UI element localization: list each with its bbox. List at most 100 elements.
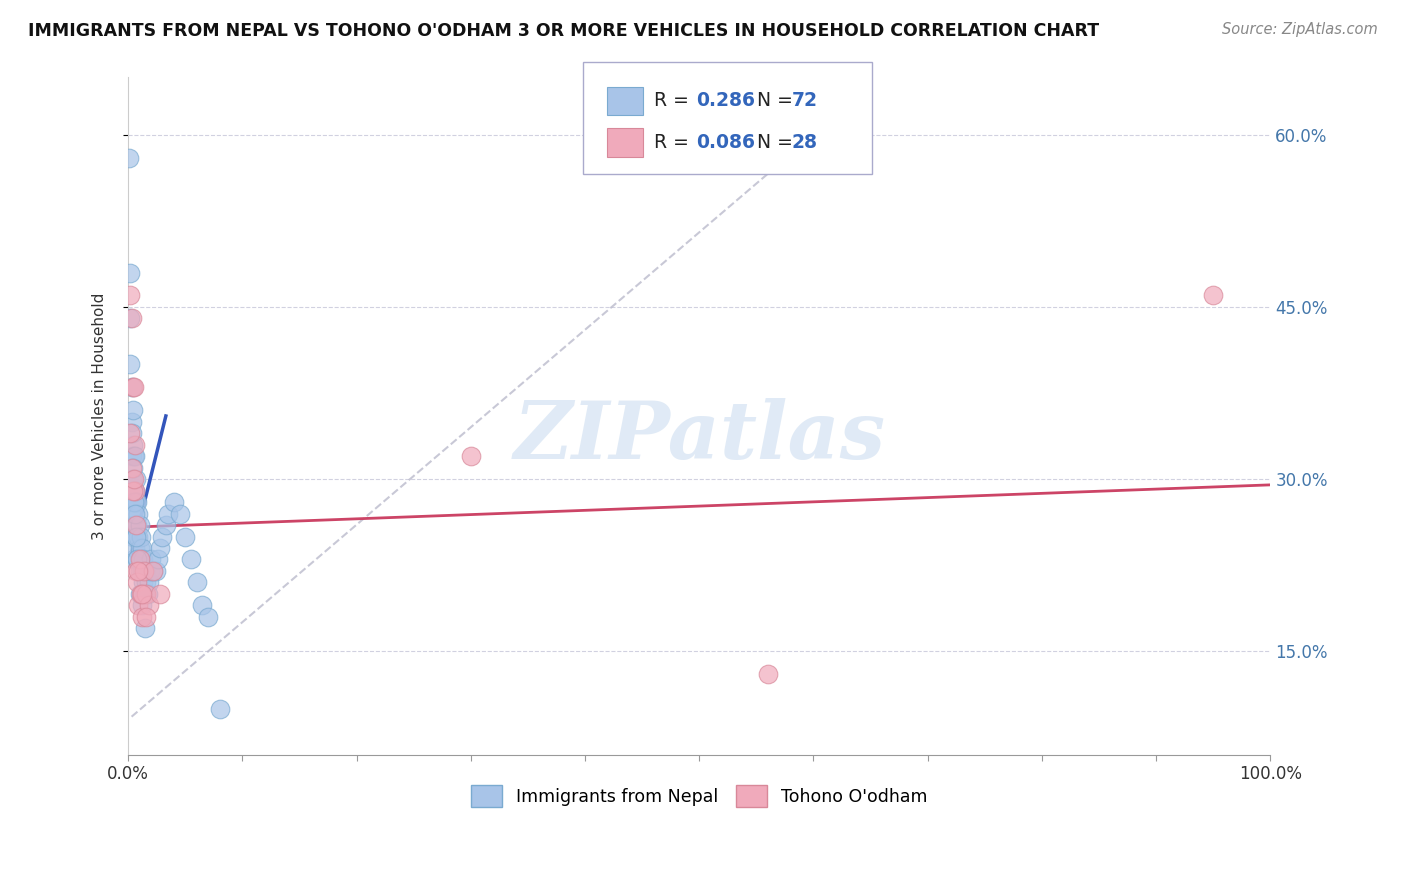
Point: [124, 507, 146, 521]
Point: [122, 483, 145, 498]
Point: [132, 575, 155, 590]
Point: [122, 552, 145, 566]
Point: [121, 460, 143, 475]
Point: [127, 529, 149, 543]
Point: [155, 518, 177, 533]
Point: [135, 610, 157, 624]
Text: R =: R =: [654, 91, 695, 111]
Point: [122, 495, 145, 509]
Text: 72: 72: [792, 91, 817, 111]
Point: [208, 701, 231, 715]
Point: [127, 552, 149, 566]
Point: [191, 599, 214, 613]
Point: [152, 529, 174, 543]
Point: [135, 575, 157, 590]
Point: [128, 587, 150, 601]
Point: [127, 507, 149, 521]
Point: [149, 541, 172, 555]
Point: [124, 449, 146, 463]
Point: [122, 472, 145, 486]
Point: [146, 552, 169, 566]
Point: [124, 518, 146, 533]
Point: [121, 380, 143, 394]
Point: [124, 438, 146, 452]
Text: 28: 28: [792, 133, 817, 153]
Point: [129, 529, 152, 543]
Point: [134, 587, 156, 601]
Text: IMMIGRANTS FROM NEPAL VS TOHONO O'ODHAM 3 OR MORE VEHICLES IN HOUSEHOLD CORRELAT: IMMIGRANTS FROM NEPAL VS TOHONO O'ODHAM …: [28, 22, 1099, 40]
Point: [120, 311, 142, 326]
Point: [128, 518, 150, 533]
Point: [197, 610, 219, 624]
Point: [138, 575, 160, 590]
Point: [131, 587, 153, 601]
Point: [134, 564, 156, 578]
Point: [125, 529, 148, 543]
Point: [131, 599, 153, 613]
Point: [128, 552, 150, 566]
Point: [163, 495, 186, 509]
Point: [169, 507, 191, 521]
Point: [134, 564, 156, 578]
Text: N =: N =: [745, 133, 799, 153]
Point: [125, 472, 148, 486]
Point: [121, 472, 143, 486]
Point: [756, 667, 779, 681]
Point: [121, 483, 143, 498]
Point: [131, 564, 153, 578]
Point: [121, 438, 143, 452]
Point: [129, 587, 152, 601]
Point: [186, 575, 208, 590]
Point: [134, 587, 156, 601]
Point: [131, 541, 153, 555]
Point: [139, 564, 162, 578]
Point: [127, 564, 149, 578]
Point: [121, 507, 143, 521]
Point: [122, 518, 145, 533]
Point: [138, 599, 160, 613]
Point: [128, 541, 150, 555]
Point: [121, 472, 143, 486]
Point: [124, 483, 146, 498]
Point: [134, 621, 156, 635]
Y-axis label: 3 or more Vehicles in Household: 3 or more Vehicles in Household: [93, 293, 107, 540]
Point: [125, 518, 148, 533]
Text: 0.286: 0.286: [696, 91, 755, 111]
Text: Source: ZipAtlas.com: Source: ZipAtlas.com: [1222, 22, 1378, 37]
Point: [122, 380, 145, 394]
Point: [128, 564, 150, 578]
Point: [136, 587, 159, 601]
Point: [180, 552, 202, 566]
Point: [120, 426, 142, 441]
Point: [121, 529, 143, 543]
Point: [125, 564, 148, 578]
Point: [127, 599, 149, 613]
Point: [127, 552, 149, 566]
Point: [134, 564, 156, 578]
Point: [121, 403, 143, 417]
Point: [1202, 288, 1225, 302]
Point: [120, 357, 142, 371]
Point: [127, 518, 149, 533]
Point: [121, 449, 143, 463]
Point: [157, 507, 180, 521]
Point: [149, 587, 172, 601]
Point: [121, 495, 143, 509]
Point: [142, 564, 165, 578]
Point: [129, 552, 152, 566]
Point: [121, 460, 143, 475]
Point: [121, 311, 143, 326]
Point: [118, 151, 141, 165]
Point: [120, 266, 142, 280]
Point: [125, 529, 148, 543]
Text: R =: R =: [654, 133, 695, 153]
Point: [142, 564, 165, 578]
Text: 0.086: 0.086: [696, 133, 755, 153]
Point: [124, 483, 146, 498]
Point: [135, 587, 157, 601]
Point: [120, 288, 142, 302]
Point: [139, 552, 162, 566]
Text: N =: N =: [745, 91, 799, 111]
Point: [131, 610, 153, 624]
Point: [127, 575, 149, 590]
